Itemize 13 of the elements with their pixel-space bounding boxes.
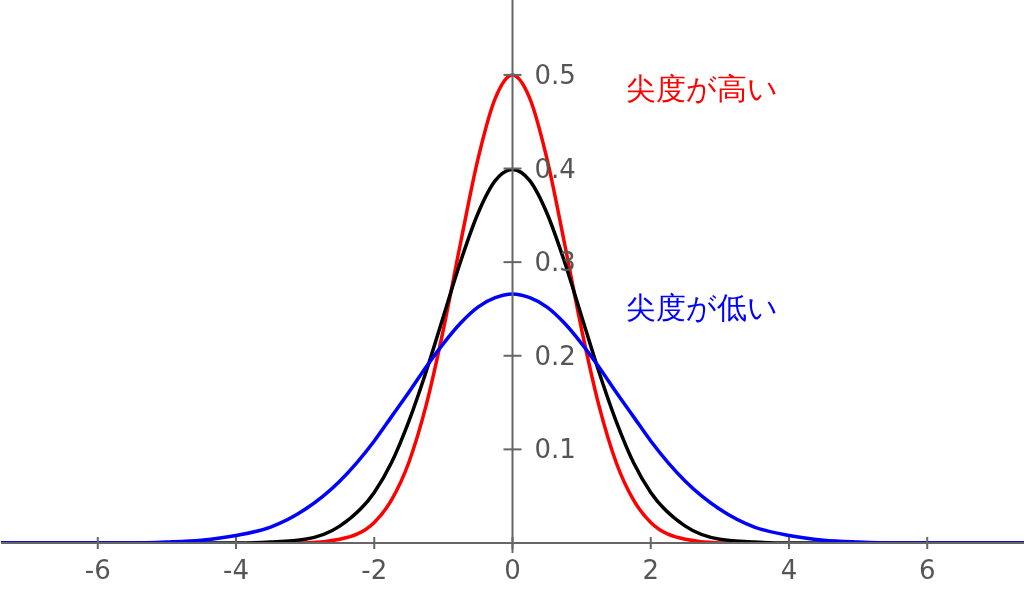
line-series (1, 292, 1024, 543)
y-tick-label: 0.5 (534, 59, 576, 90)
x-tick-label: -6 (84, 555, 111, 585)
text: 尖度が高い (625, 70, 778, 106)
x-tick-label: 2 (642, 555, 660, 585)
x-tick-label: 4 (780, 555, 798, 585)
x-tick-label: 0 (504, 555, 521, 585)
x-tick-label: 6 (918, 555, 936, 585)
x-tick-label: -4 (223, 555, 249, 585)
y-tick-label: 0.2 (534, 340, 576, 371)
series-label: 尖度が低い (625, 289, 778, 325)
y-tick-label: 0.1 (534, 434, 576, 465)
x-tick-label: -2 (361, 555, 388, 585)
